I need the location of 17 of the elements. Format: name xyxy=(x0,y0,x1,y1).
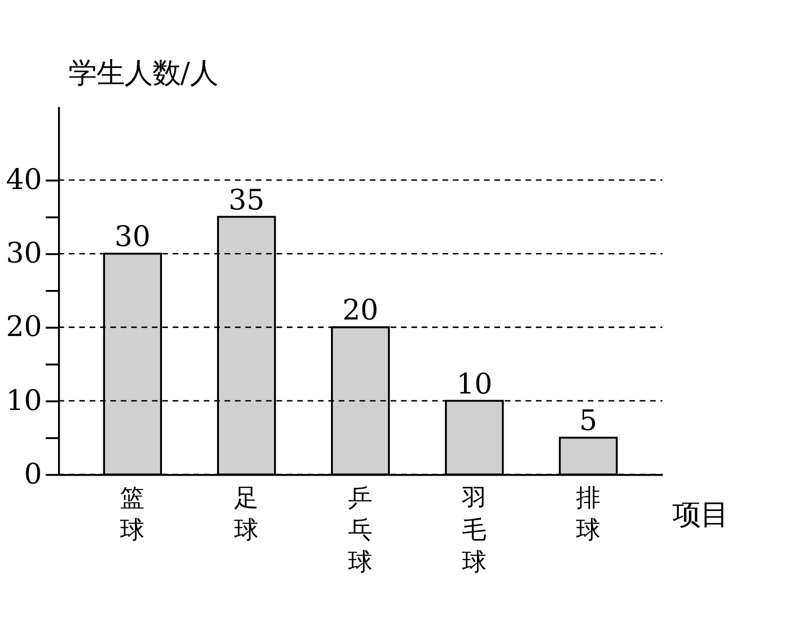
y-axis-title: 学生人数/人 xyxy=(68,56,218,90)
y-tick-label: 10 xyxy=(6,384,42,417)
x-tick-label: 排球 xyxy=(576,483,601,544)
data-label: 5 xyxy=(579,404,598,438)
data-label: 10 xyxy=(456,367,492,400)
x-tick-label: 羽毛球 xyxy=(460,483,487,576)
data-label: 30 xyxy=(114,220,151,254)
x-axis-title: 项目 xyxy=(672,498,728,531)
y-tick-label: 30 xyxy=(6,236,42,270)
y-tick-label: 0 xyxy=(24,457,42,490)
x-tick-label: 乒乓球 xyxy=(348,483,373,576)
data-label: 35 xyxy=(228,183,264,216)
y-tick-label: 40 xyxy=(6,163,42,196)
x-tick-label: 足球 xyxy=(234,483,259,544)
data-label: 20 xyxy=(342,294,378,327)
y-tick-label: 20 xyxy=(6,310,42,344)
x-tick-label: 篮球 xyxy=(120,483,146,544)
